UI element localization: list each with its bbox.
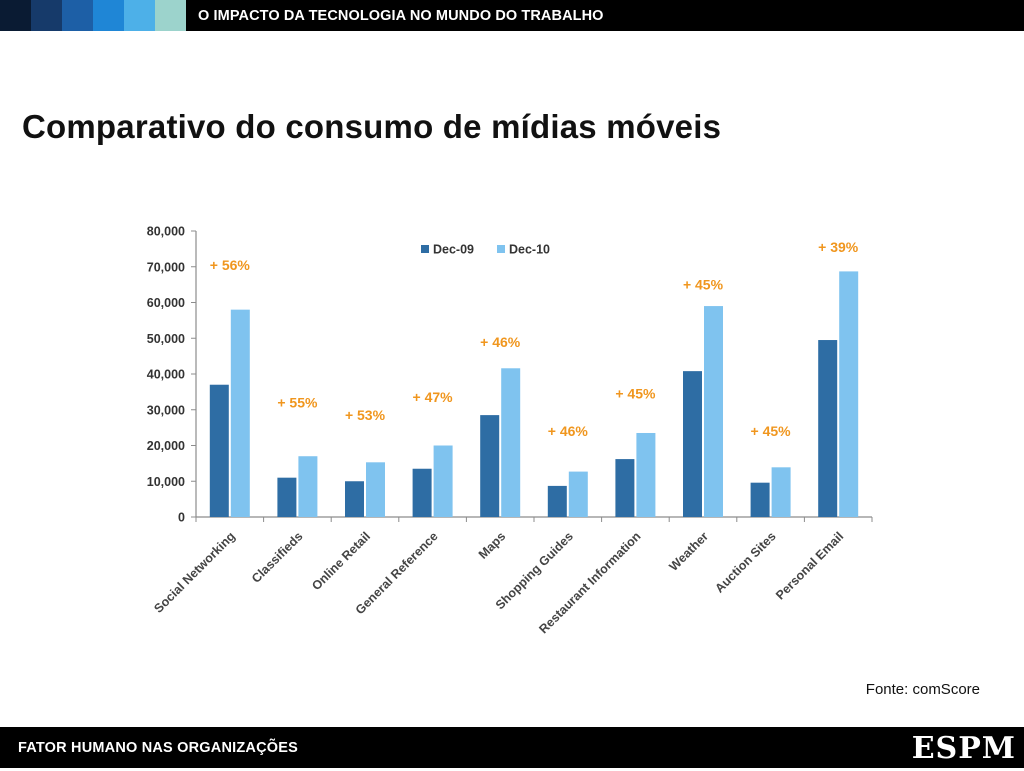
legend-swatch — [421, 245, 429, 253]
x-category-label: Weather — [667, 529, 712, 574]
y-tick-label: 70,000 — [147, 260, 185, 274]
growth-label: + 39% — [818, 239, 859, 255]
y-tick-label: 60,000 — [147, 296, 185, 310]
header-swatch — [31, 0, 62, 31]
growth-label: + 46% — [480, 334, 521, 350]
bar-dec-09 — [615, 459, 635, 517]
growth-label: + 56% — [210, 257, 251, 273]
slide-title: Comparativo do consumo de mídias móveis — [22, 108, 722, 145]
bar-dec-10 — [433, 445, 453, 517]
x-category-label: Personal Email — [773, 529, 846, 602]
bar-dec-09 — [818, 340, 838, 517]
header-swatch — [0, 0, 31, 31]
bar-dec-10 — [298, 456, 318, 517]
footer-bar: FATOR HUMANO NAS ORGANIZAÇÕES ESPM — [0, 727, 1024, 768]
y-tick-label: 30,000 — [147, 403, 185, 417]
y-tick-label: 10,000 — [147, 475, 185, 489]
legend-swatch — [497, 245, 505, 253]
bar-dec-09 — [750, 482, 770, 517]
bar-dec-10 — [501, 368, 521, 517]
y-tick-label: 40,000 — [147, 368, 185, 382]
growth-label: + 55% — [277, 395, 318, 411]
header-title: O IMPACTO DA TECNOLOGIA NO MUNDO DO TRAB… — [198, 8, 604, 24]
bar-dec-09 — [209, 384, 229, 517]
source-note: Fonte: comScore — [865, 681, 980, 698]
x-category-label: Online Retail — [309, 529, 373, 593]
header-swatch — [155, 0, 186, 31]
bar-dec-09 — [412, 468, 432, 517]
bar-dec-10 — [839, 271, 859, 517]
footer-text: FATOR HUMANO NAS ORGANIZAÇÕES — [18, 740, 298, 756]
growth-label: + 45% — [615, 386, 656, 402]
bar-dec-10 — [704, 306, 723, 517]
x-category-label: Classifieds — [249, 529, 306, 586]
growth-label: + 47% — [413, 389, 454, 405]
y-tick-label: 0 — [178, 511, 185, 525]
bar-dec-09 — [480, 415, 500, 517]
bar-dec-09 — [345, 481, 364, 517]
x-category-label: Maps — [476, 529, 509, 562]
growth-label: + 45% — [751, 423, 792, 439]
legend-label: Dec-10 — [509, 243, 550, 257]
bar-dec-10 — [771, 467, 791, 517]
bar-dec-10 — [366, 462, 385, 517]
bar-dec-10 — [230, 309, 250, 517]
growth-label: + 46% — [548, 423, 589, 439]
header-swatch — [62, 0, 93, 31]
espm-logo: ESPM — [911, 731, 1016, 766]
growth-label: + 45% — [683, 277, 724, 293]
top-bar: O IMPACTO DA TECNOLOGIA NO MUNDO DO TRAB… — [0, 0, 1024, 31]
growth-label: + 53% — [345, 407, 386, 423]
header-swatch — [93, 0, 124, 31]
bar-dec-09 — [683, 371, 702, 517]
x-category-label: Social Networking — [151, 529, 238, 616]
y-tick-label: 50,000 — [147, 332, 185, 346]
x-category-label: Auction Sites — [712, 529, 778, 595]
bar-chart: 0 10,000 20,000 30,000 40,000 50,000 60,000 70,… — [147, 225, 873, 636]
y-tick-label: 80,000 — [147, 225, 185, 239]
bar-dec-09 — [547, 485, 567, 517]
header-swatch — [124, 0, 155, 31]
bar-dec-10 — [636, 432, 656, 517]
legend-label: Dec-09 — [433, 243, 474, 257]
bar-dec-09 — [277, 477, 297, 517]
y-tick-label: 20,000 — [147, 439, 185, 453]
bar-dec-10 — [568, 471, 588, 517]
